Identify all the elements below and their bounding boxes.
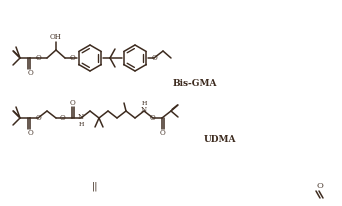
Text: H: H bbox=[141, 101, 147, 105]
Text: H: H bbox=[78, 122, 84, 126]
Text: O: O bbox=[35, 54, 41, 62]
Text: O: O bbox=[35, 114, 41, 122]
Text: O: O bbox=[151, 54, 157, 62]
Text: O: O bbox=[60, 114, 66, 122]
Text: O: O bbox=[69, 54, 75, 62]
Text: OH: OH bbox=[50, 33, 62, 41]
Text: Bis-GMA: Bis-GMA bbox=[173, 78, 217, 88]
Text: O: O bbox=[317, 182, 324, 190]
Text: UDMA: UDMA bbox=[204, 136, 236, 144]
Text: ||: || bbox=[92, 181, 98, 191]
Text: O: O bbox=[150, 114, 156, 122]
Text: O: O bbox=[27, 69, 33, 77]
Text: O: O bbox=[70, 99, 76, 107]
Text: O: O bbox=[27, 129, 33, 137]
Text: O: O bbox=[160, 129, 166, 137]
Text: N: N bbox=[78, 113, 84, 121]
Text: N: N bbox=[141, 106, 147, 114]
